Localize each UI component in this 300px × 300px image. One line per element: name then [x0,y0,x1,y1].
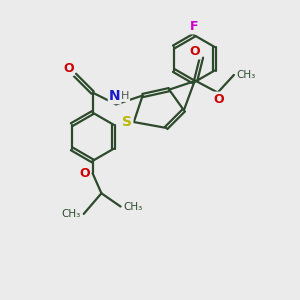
Text: O: O [63,62,74,75]
Text: CH₃: CH₃ [237,70,256,80]
Text: CH₃: CH₃ [62,209,81,219]
Text: S: S [122,115,132,129]
Text: F: F [190,20,198,33]
Text: O: O [190,45,200,58]
Text: H: H [121,91,129,101]
Text: O: O [79,167,90,180]
Text: N: N [109,89,121,103]
Text: CH₃: CH₃ [123,202,142,212]
Text: O: O [213,93,224,106]
